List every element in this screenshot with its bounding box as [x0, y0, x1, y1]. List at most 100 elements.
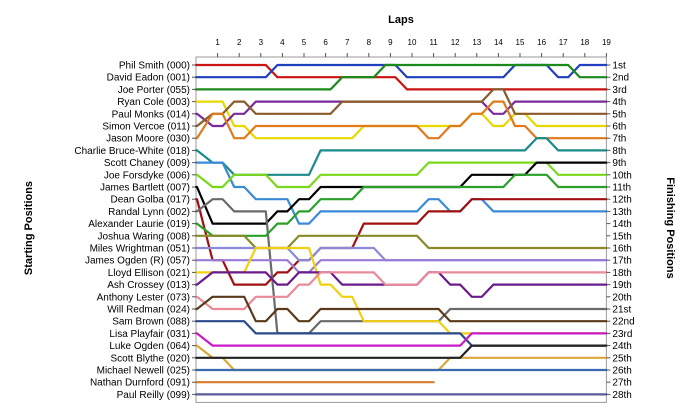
- driver-label: Simon Vercoe (011): [102, 122, 190, 133]
- finishing-position-label: 22nd: [612, 317, 634, 328]
- driver-label: Scott Chaney (009): [104, 158, 190, 169]
- lap-tick-label: 9: [388, 38, 393, 47]
- series-line: [194, 63, 608, 79]
- series-line: [194, 63, 608, 91]
- driver-label: Lisa Playfair (031): [109, 329, 190, 340]
- finishing-position-label: 17th: [612, 256, 631, 267]
- series-line: [194, 100, 608, 140]
- lap-tick-label: 2: [237, 38, 242, 47]
- lap-tick-label: 17: [559, 38, 568, 47]
- series-line: [194, 137, 608, 176]
- lap-tick-label: 13: [472, 38, 481, 47]
- series-line: [194, 344, 608, 359]
- lap-tick-label: 15: [516, 38, 525, 47]
- series-line: [194, 161, 608, 225]
- lap-tick-label: 5: [302, 38, 307, 47]
- finishing-position-labels: 1st2nd3rd4th5th6th7th8th9th10th11th12th1…: [606, 61, 635, 401]
- plot-border: [195, 56, 607, 403]
- lap-tick-label: 6: [323, 38, 328, 47]
- driver-label: Anthony Lester (073): [97, 292, 190, 303]
- plot-frame: [195, 56, 607, 403]
- finishing-position-label: 18th: [612, 268, 631, 279]
- driver-label: Michael Newell (025): [97, 366, 190, 377]
- series-line: [194, 295, 608, 323]
- driver-label: Charlie Bruce-White (018): [74, 146, 190, 157]
- lap-tick-label: 12: [451, 38, 460, 47]
- driver-label: Paul Monks (014): [112, 109, 190, 120]
- lap-tick-label: 16: [537, 38, 546, 47]
- driver-label: Joshua Waring (008): [98, 231, 190, 242]
- finishing-position-label: 6th: [612, 122, 626, 133]
- lap-tick-label: 14: [494, 38, 503, 47]
- driver-label: Scott Blythe (020): [111, 353, 190, 364]
- lap-tick-label: 10: [408, 38, 417, 47]
- driver-label: Sam Brown (088): [112, 317, 190, 328]
- finishing-position-label: 20th: [612, 292, 631, 303]
- lap-tick-label: 8: [367, 38, 372, 47]
- driver-label: Luke Ogden (064): [109, 341, 190, 352]
- finishing-position-label: 8th: [612, 146, 626, 157]
- driver-label: Will Redman (024): [107, 305, 190, 316]
- series-line: [194, 88, 608, 128]
- finishing-position-label: 12th: [612, 195, 631, 206]
- finishing-position-label: 9th: [612, 158, 626, 169]
- series-line: [194, 246, 608, 262]
- lap-tick-label: 11: [429, 38, 438, 47]
- series-line: [194, 63, 608, 91]
- lap-tick-label: 18: [580, 38, 589, 47]
- finishing-position-label: 16th: [612, 244, 631, 255]
- finishing-position-label: 26th: [612, 366, 631, 377]
- finishing-position-label: 13th: [612, 207, 631, 218]
- series-line: [194, 271, 608, 311]
- y-axis-title-right: Finishing Positions: [664, 177, 676, 278]
- finishing-position-label: 3rd: [612, 85, 626, 96]
- driver-label: Dean Golba (017): [111, 195, 191, 206]
- driver-label: Alexander Laurie (019): [88, 219, 190, 230]
- finishing-position-label: 1st: [612, 61, 626, 72]
- driver-label: Lloyd Ellison (021): [108, 268, 190, 279]
- y-axis-title-left: Starting Positions: [23, 181, 35, 275]
- driver-label: Ash Crossey (013): [107, 280, 190, 291]
- lap-tick-label: 19: [602, 38, 611, 47]
- finishing-position-label: 25th: [612, 353, 631, 364]
- starting-position-labels: Phil Smith (000)David Eadon (001)Joe Por…: [74, 61, 196, 401]
- finishing-position-label: 7th: [612, 134, 626, 145]
- series-line: [194, 198, 608, 286]
- driver-label: Paul Reilly (099): [117, 390, 190, 401]
- lap-tick-label: 7: [345, 38, 350, 47]
- finishing-position-label: 10th: [612, 170, 631, 181]
- finishing-position-label: 27th: [612, 378, 631, 389]
- series-line: [194, 259, 608, 274]
- series-line: [194, 173, 608, 237]
- finishing-position-label: 28th: [612, 390, 631, 401]
- finishing-position-label: 11th: [612, 183, 631, 194]
- x-axis-title: Laps: [388, 14, 414, 26]
- finishing-position-label: 19th: [612, 280, 631, 291]
- series-lines: [194, 63, 608, 396]
- lap-tick-label: 4: [280, 38, 285, 47]
- driver-label: Nathan Durnford (091): [90, 378, 190, 389]
- finishing-position-label: 14th: [612, 219, 631, 230]
- lap-tick-label: 3: [259, 38, 264, 47]
- driver-label: Joe Forsdyke (006): [104, 170, 190, 181]
- finishing-position-label: 5th: [612, 109, 626, 120]
- driver-label: Miles Wrightman (051): [90, 244, 190, 255]
- finishing-position-label: 21st: [612, 305, 631, 316]
- series-line: [194, 100, 608, 140]
- driver-label: Phil Smith (000): [119, 61, 190, 72]
- driver-label: Joe Porter (055): [118, 85, 190, 96]
- driver-label: James Bartlett (007): [100, 183, 190, 194]
- series-line: [194, 161, 608, 225]
- driver-label: Randal Lynn (002): [108, 207, 190, 218]
- finishing-position-label: 4th: [612, 97, 626, 108]
- finishing-position-label: 15th: [612, 231, 631, 242]
- series-line: [194, 198, 608, 335]
- series-line: [194, 332, 608, 347]
- lap-tick-label: 1: [215, 38, 220, 47]
- driver-label: Ryan Cole (003): [117, 97, 190, 108]
- finishing-position-label: 2nd: [612, 73, 629, 84]
- driver-label: David Eadon (001): [107, 73, 190, 84]
- driver-label: James Ogden (R) (057): [85, 256, 190, 267]
- lap-tick-labels: 1 2 3 4 5 6 7 8 9 10 11 12 13 14 15 16 17 18 19: [215, 38, 611, 57]
